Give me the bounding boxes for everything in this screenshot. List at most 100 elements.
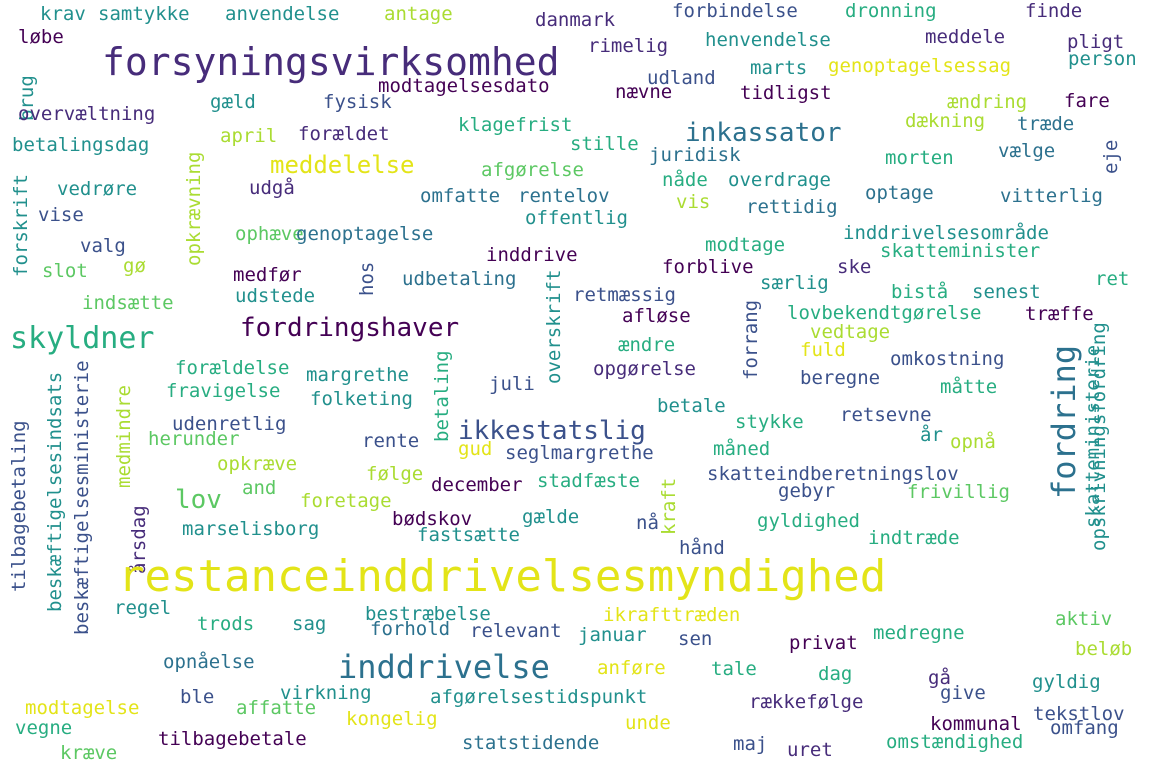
word-lov: lov [175, 485, 222, 515]
word-eje: eje [1100, 139, 1122, 174]
word-fordring: fordring [1045, 344, 1083, 499]
word-overskrift: overskrift [543, 269, 565, 384]
word-gyldighed: gyldighed [757, 510, 860, 532]
word-modtagelsesdato: modtagelsesdato [378, 75, 550, 97]
word-opna: opnå [950, 431, 996, 453]
word-folge: følge [366, 463, 424, 485]
word-nade: nåde [662, 169, 708, 191]
word-henvendelse: henvendelse [705, 29, 831, 51]
word-marts: marts [750, 57, 808, 79]
word-udga: udgå [249, 177, 295, 199]
word-sag: sag [292, 613, 327, 635]
word-rettidig: rettidig [746, 196, 838, 218]
word-retmaessig: retmæssig [573, 284, 676, 306]
word-person: person [1068, 48, 1137, 70]
word-kraft: kraft [658, 477, 680, 535]
word-vedtage: vedtage [810, 321, 891, 343]
word-forrang: forrang [740, 299, 762, 380]
word-indsaette: indsætte [82, 292, 174, 314]
word-stadfaeste: stadfæste [537, 470, 640, 492]
word-ophaeve: ophæve [235, 223, 304, 245]
word-vegne: vegne [15, 717, 73, 739]
word-vise: vise [38, 204, 84, 226]
word-sen: sen [678, 628, 713, 650]
word-retsevne: retsevne [840, 404, 932, 426]
word-betalingsdag: betalingsdag [12, 134, 150, 156]
word-regel: regel [114, 597, 172, 619]
word-maned: måned [713, 438, 771, 460]
word-virkning: virkning [280, 682, 372, 704]
word-bista: bistå [891, 281, 949, 303]
word-krav: krav [40, 3, 86, 25]
word-ar: år [920, 424, 943, 446]
word-fare: fare [1064, 90, 1110, 112]
word-ske: ske [837, 256, 872, 278]
word-meddele: meddele [925, 26, 1006, 48]
word-betaling: betaling [431, 350, 453, 442]
word-restanceinddrivelsesmyndighed: restanceinddrivelsesmyndighed [118, 551, 887, 602]
word-inddrivelse: inddrivelse [338, 648, 550, 686]
word-omstaendighed: omstændighed [886, 731, 1024, 753]
word-opkraevning: opkrævning [183, 151, 205, 266]
word-unde: unde [625, 712, 671, 734]
word-anvendelse: anvendelse [225, 3, 340, 25]
word-raekkefolge: rækkefølge [749, 691, 864, 713]
word-december: december [431, 474, 523, 496]
word-opgorelse: opgørelse [593, 358, 696, 380]
word-forhold: forhold [370, 618, 451, 640]
word-trods: trods [197, 613, 255, 635]
word-medregne: medregne [873, 622, 965, 644]
word-belob: beløb [1075, 638, 1133, 660]
word-forskrift: forskrift [10, 174, 32, 277]
word-and: and [242, 477, 277, 499]
word-dronning: dronning [845, 0, 937, 22]
word-folketing: folketing [310, 388, 413, 410]
word-kongelig: kongelig [346, 708, 438, 730]
word-saerlig: særlig [760, 272, 829, 294]
word-vedrore: vedrøre [57, 178, 138, 200]
word-relevant: relevant [470, 620, 562, 642]
word-rentelov: rentelov [518, 185, 610, 207]
word-senest: senest [972, 281, 1041, 303]
word-privat: privat [789, 632, 858, 654]
word-aflose: afløse [622, 305, 691, 327]
word-tale: tale [711, 658, 757, 680]
word-naevne: nævne [615, 81, 673, 103]
word-beskaeftigelsesindsats: beskæftigelsesindsats [44, 371, 66, 612]
word-go: gø [123, 255, 146, 277]
word-fuld: fuld [800, 339, 846, 361]
word-offentlig: offentlig [525, 207, 628, 229]
word-juli: juli [489, 373, 535, 395]
word-vaelge: vælge [998, 140, 1056, 162]
word-ga: gå [928, 667, 951, 689]
word-meddelelse: meddelelse [270, 151, 415, 179]
word-skatteindberetningslov: skatteindberetningslov [707, 463, 959, 485]
word-forbindelse: forbindelse [672, 0, 798, 22]
word-skyldner: skyldner [10, 321, 155, 356]
word-aendre: ændre [618, 334, 676, 356]
word-rente: rente [362, 430, 420, 452]
word-juridisk: juridisk [649, 144, 741, 166]
word-fravigelse: fravigelse [166, 380, 281, 402]
word-marselisborg: marselisborg [182, 518, 320, 540]
word-kommunal: kommunal [930, 713, 1022, 735]
word-ikrafttraeden: ikrafttræden [603, 604, 741, 626]
word-fysisk: fysisk [323, 91, 392, 113]
word-dag: dag [818, 663, 853, 685]
word-klagefrist: klagefrist [458, 114, 573, 136]
word-opnaelse: opnåelse [163, 651, 255, 673]
word-genoptagelse: genoptagelse [296, 223, 434, 245]
word-traeffe: træffe [1025, 303, 1094, 325]
word-hos: hos [356, 261, 378, 296]
word-tilbagebetaling: tilbagebetaling [8, 420, 30, 592]
word-finde: finde [1025, 0, 1083, 22]
word-genoptagelsessag: genoptagelsessag [828, 55, 1012, 77]
word-tilbagebetale: tilbagebetale [158, 728, 307, 750]
word-lovbekendtgorelse: lovbekendtgørelse [787, 302, 982, 324]
word-danmark: danmark [535, 9, 616, 31]
word-statstidende: statstidende [462, 732, 600, 754]
word-optage: optage [865, 182, 934, 204]
word-antage: antage [384, 3, 453, 25]
word-afgorelse: afgørelse [481, 159, 584, 181]
